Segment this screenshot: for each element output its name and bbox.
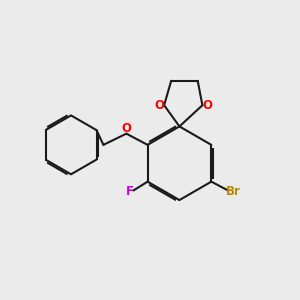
Text: O: O	[202, 99, 212, 112]
Text: F: F	[126, 185, 134, 199]
Text: O: O	[121, 122, 131, 135]
Text: O: O	[154, 99, 164, 112]
Text: Br: Br	[226, 185, 241, 199]
